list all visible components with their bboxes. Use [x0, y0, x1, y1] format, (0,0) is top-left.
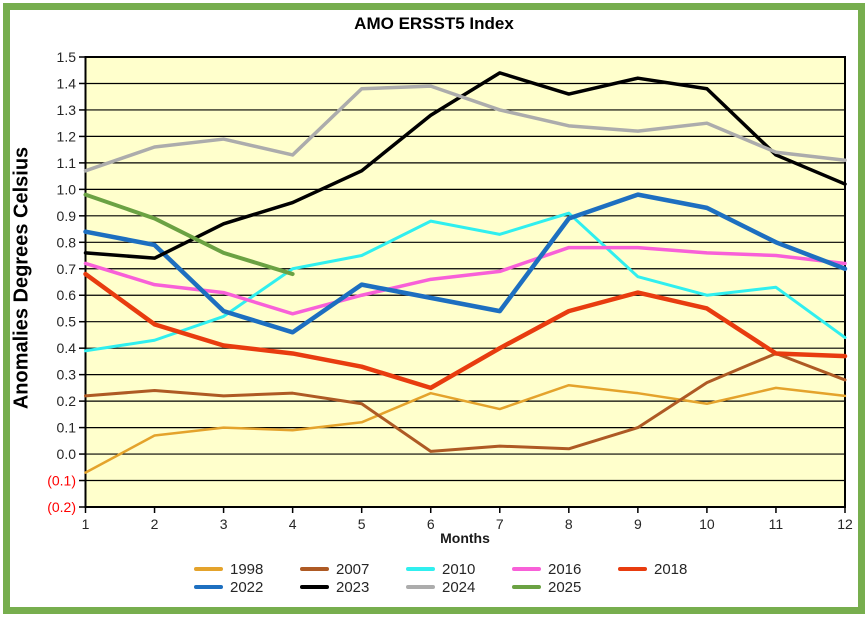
- x-tick-label: 2: [151, 516, 159, 532]
- series-2025-line: [83, 192, 295, 277]
- y-tick-label: 1.0: [57, 181, 77, 197]
- y-tick-label: 1.5: [57, 49, 77, 65]
- x-tick-label: 7: [496, 516, 504, 532]
- legend-label: 2022: [230, 578, 264, 596]
- legend-swatch-2018: [618, 567, 647, 571]
- y-tick-label: 0.9: [57, 208, 77, 224]
- legend-label: 2010: [442, 560, 476, 578]
- y-tick-label: 0.7: [57, 261, 77, 277]
- legend-item-2023: 2023: [300, 580, 406, 595]
- legend-label: 2018: [654, 560, 688, 578]
- legend-item-2007: 2007: [300, 562, 406, 577]
- y-tick-label: 0.4: [57, 340, 77, 356]
- legend-swatch-2007: [300, 567, 329, 571]
- series-2022-line: [83, 192, 848, 335]
- y-tick-label: 0.6: [57, 287, 77, 303]
- series-2007-line: [84, 351, 847, 453]
- legend-row: 2022 2023 2024 2025: [194, 578, 724, 596]
- legend-item-2024: 2024: [406, 580, 512, 595]
- y-tick-label: 0.0: [57, 446, 77, 462]
- legend-swatch-1998: [194, 567, 223, 571]
- legend-swatch-2010: [406, 567, 435, 571]
- legend-item-2016: 2016: [512, 562, 618, 577]
- x-axis-title: Months: [440, 530, 490, 546]
- legend-label: 2007: [336, 560, 370, 578]
- chart-title: AMO ERSST5 Index: [354, 14, 514, 33]
- legend-label: 2023: [336, 578, 370, 596]
- legend-label: 2016: [548, 560, 582, 578]
- legend-swatch-2022: [194, 585, 223, 589]
- series-2023-line: [83, 71, 847, 260]
- legend: 1998 2007 2010 2016 2018 2022 2023 2024 2025: [194, 560, 724, 596]
- legend-swatch-2016: [512, 567, 541, 571]
- legend-item-2025: 2025: [512, 580, 618, 595]
- legend-label: 2025: [548, 578, 582, 596]
- y-tick-label: 0.2: [57, 393, 77, 409]
- legend-swatch-2023: [300, 585, 329, 589]
- plot-border: [84, 56, 846, 508]
- series-2010-line: [84, 211, 847, 353]
- y-tick-label: 0.3: [57, 367, 77, 383]
- x-tick-label: 12: [837, 516, 853, 532]
- legend-row: 1998 2007 2010 2016 2018: [194, 560, 724, 578]
- series-2018-line: [83, 271, 848, 391]
- x-tick-label: 10: [699, 516, 715, 532]
- legend-item-2010: 2010: [406, 562, 512, 577]
- x-tick-label: 8: [565, 516, 573, 532]
- y-tick-label: 1.3: [57, 102, 77, 118]
- x-tick-label: 3: [220, 516, 228, 532]
- legend-label: 1998: [230, 560, 264, 578]
- x-tick-label: 5: [358, 516, 366, 532]
- y-tick-label: 0.1: [57, 420, 77, 436]
- legend-item-2022: 2022: [194, 580, 300, 595]
- legend-item-1998: 1998: [194, 562, 300, 577]
- x-tick-label: 9: [634, 516, 642, 532]
- plot-background: [85, 57, 845, 507]
- y-tick-label: (0.1): [47, 473, 76, 489]
- x-tick-label: 6: [427, 516, 435, 532]
- y-tick-label: 1.2: [57, 128, 77, 144]
- legend-item-2018: 2018: [618, 562, 724, 577]
- y-tick-label: 1.4: [57, 75, 77, 91]
- series-1998-line: [84, 383, 847, 474]
- legend-swatch-2025: [512, 585, 541, 589]
- x-tick-label: 4: [289, 516, 297, 532]
- series-2016-line: [83, 245, 847, 316]
- y-tick-label: 0.8: [57, 234, 77, 250]
- legend-label: 2024: [442, 578, 476, 596]
- x-tick-label: 11: [769, 516, 784, 532]
- y-tick-label: 1.1: [57, 155, 77, 171]
- legend-swatch-2024: [406, 585, 435, 589]
- y-tick-label: (0.2): [47, 499, 76, 515]
- y-tick-label: 0.5: [57, 314, 77, 330]
- series-2024-line: [83, 84, 847, 173]
- x-tick-label: 1: [82, 516, 90, 532]
